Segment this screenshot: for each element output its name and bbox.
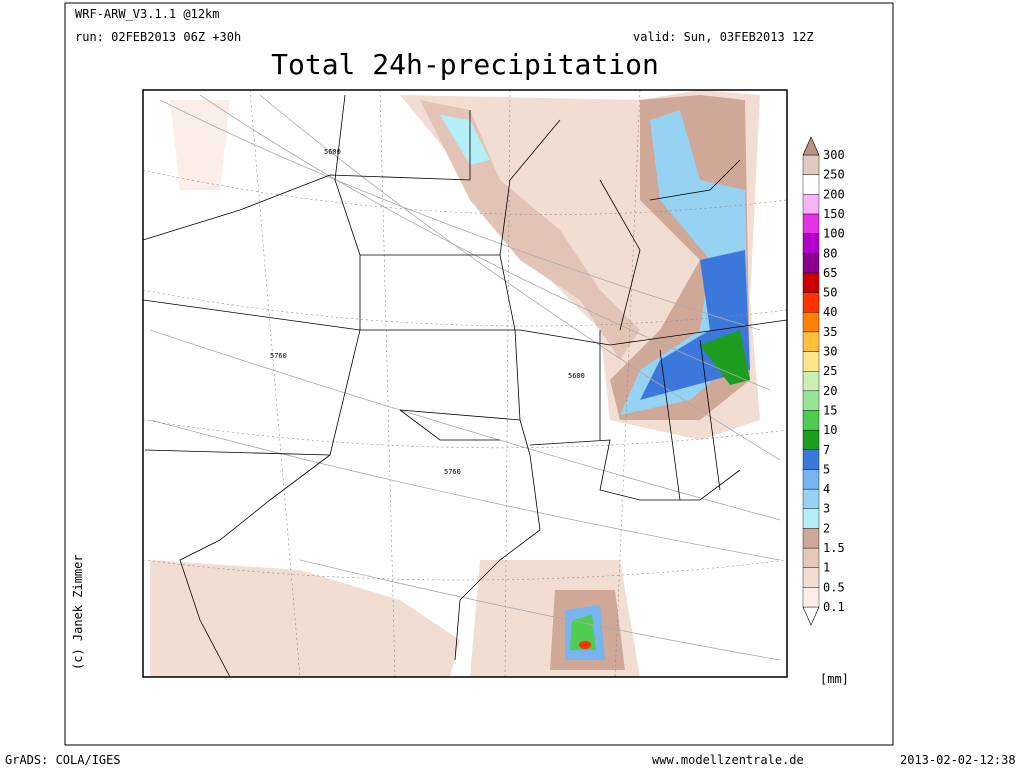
contour-label: 5600 [568, 372, 585, 380]
colorbar-box [802, 154, 820, 175]
colorbar-label: 150 [823, 207, 845, 221]
precip-field [150, 90, 760, 677]
footer-left: GrADS: COLA/IGES [5, 753, 121, 767]
height-contours [149, 94, 781, 661]
contour-label: 5600 [324, 148, 341, 156]
colorbar-label: 3 [823, 502, 830, 516]
colorbar-box [802, 331, 820, 352]
colorbar-box [802, 528, 820, 549]
unit-label: [mm] [820, 672, 849, 686]
colorbar-label: 250 [823, 168, 845, 182]
colorbar-label: 7 [823, 443, 830, 457]
colorbar-label: 4 [823, 482, 830, 496]
colorbar-box [802, 312, 820, 333]
colorbar-label: 5 [823, 462, 830, 476]
colorbar-box [802, 194, 820, 215]
colorbar-label: 0.5 [823, 580, 845, 594]
colorbar-box [802, 410, 820, 431]
colorbar-label: 200 [823, 187, 845, 201]
colorbar-label: 80 [823, 246, 837, 260]
colorbar-label: 1 [823, 561, 830, 575]
colorbar-box [802, 508, 820, 529]
colorbar-label: 1.5 [823, 541, 845, 555]
footer-right: 2013-02-02-12:38 [900, 753, 1016, 767]
colorbar-box [802, 547, 820, 568]
colorbar-box [802, 272, 820, 293]
colorbar-label: 40 [823, 305, 837, 319]
colorbar-box [802, 292, 820, 313]
colorbar-box [802, 253, 820, 274]
colorbar-box [802, 587, 820, 608]
state-borders [142, 94, 788, 678]
valid-label: valid: Sun, 03FEB2013 12Z [633, 30, 814, 44]
colorbar-label: 30 [823, 345, 837, 359]
contour-label: 5760 [444, 468, 461, 476]
colorbar-box [802, 449, 820, 470]
colorbar: 0.1 0.5 1 1.5 2 3 4 5 7 10 15 20 25 30 35 40 50 65 80 100 15… [802, 136, 845, 626]
credit: (c) Janek Zimmer [71, 554, 85, 670]
colorbar-triangle [802, 136, 820, 156]
footer-center: www.modellzentrale.de [652, 753, 804, 767]
contour-label: 5760 [270, 352, 287, 360]
colorbar-box [802, 351, 820, 372]
colorbar-box [802, 174, 820, 195]
map: 5600 5760 5600 5760 [142, 89, 788, 678]
colorbar-box [802, 233, 820, 254]
title: Total 24h-precipitation [271, 48, 659, 81]
colorbar-box [802, 370, 820, 392]
graticule [142, 89, 788, 678]
run-label: run: 02FEB2013 06Z +30h [75, 30, 241, 44]
colorbar-label: 25 [823, 364, 837, 378]
colorbar-label: 20 [823, 384, 837, 398]
colorbar-label: 65 [823, 266, 837, 280]
colorbar-label: 50 [823, 286, 837, 300]
colorbar-label: 300 [823, 148, 845, 162]
colorbar-box [802, 390, 820, 411]
colorbar-box [802, 213, 820, 234]
colorbar-label: 0.1 [823, 600, 845, 614]
colorbar-label: 10 [823, 423, 837, 437]
colorbar-label: 2 [823, 521, 830, 535]
map-border [142, 89, 788, 678]
colorbar-label: 15 [823, 403, 837, 417]
model-label: WRF-ARW_V3.1.1 @12km [75, 7, 220, 21]
colorbar-label: 35 [823, 325, 837, 339]
colorbar-box [802, 488, 820, 509]
colorbar-box [802, 429, 820, 450]
colorbar-box [802, 567, 820, 588]
colorbar-label: 100 [823, 227, 845, 241]
colorbar-box [802, 469, 820, 490]
